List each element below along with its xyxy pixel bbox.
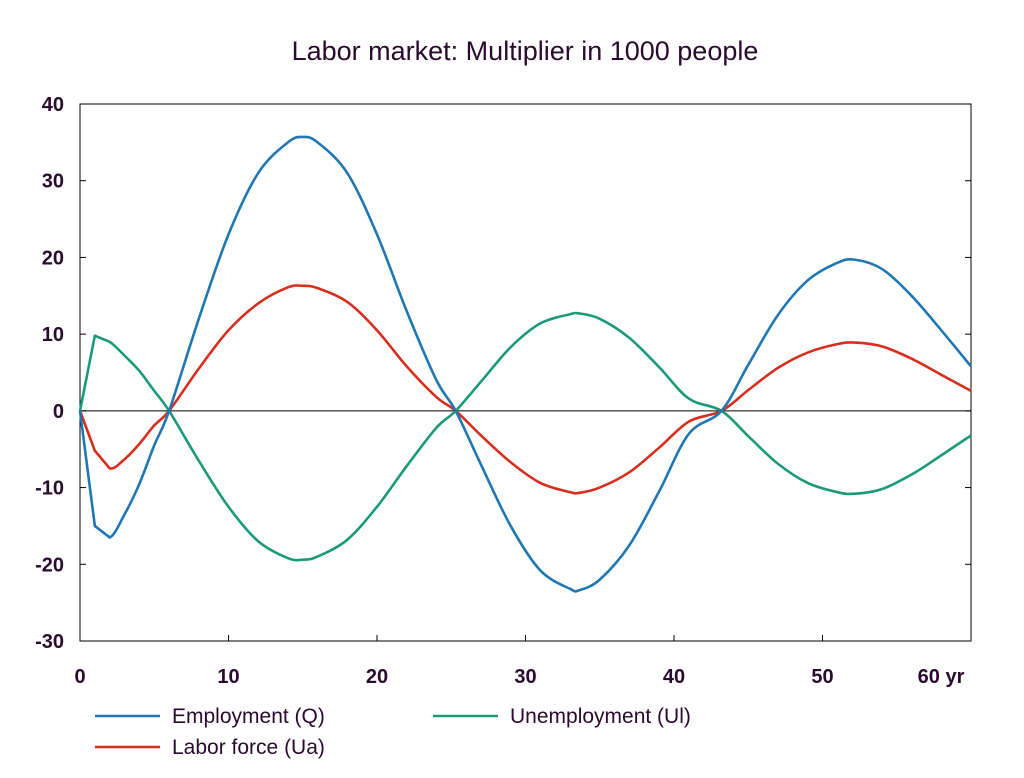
y-tick-label: 20: [42, 247, 64, 269]
y-tick-label: 0: [53, 401, 64, 423]
x-tick-label: 10: [217, 666, 239, 688]
legend-label-employment-q: Employment (Q): [172, 705, 325, 728]
x-tick-label: 30: [514, 666, 536, 688]
y-axis: 40 30 20 10 0 -10 -20 -30: [35, 94, 971, 653]
x-tick-label: 20: [366, 666, 388, 688]
series-line-employment-q: [78, 135, 973, 593]
y-tick-label: 30: [42, 171, 64, 193]
series-line-labor-force-ua: [78, 284, 972, 495]
x-tick-label: 40: [663, 666, 685, 688]
chart-title: Labor market: Multiplier in 1000 people: [292, 36, 759, 66]
legend-label-labor-force-ua: Labor force (Ua): [172, 736, 325, 759]
x-tick-label: 60 yr: [918, 666, 965, 688]
series-lines: [78, 135, 973, 593]
y-tick-label: 10: [42, 324, 64, 346]
y-tick-label: -30: [35, 631, 64, 653]
plot-border: [79, 103, 972, 642]
x-tick-label: 50: [811, 666, 833, 688]
y-tick-label: -10: [35, 478, 64, 500]
y-tick-label: 40: [42, 94, 64, 116]
legend-label-unemployment-ul: Unemployment (Ul): [510, 705, 691, 728]
plot-frame: [79, 103, 972, 642]
legend: Employment (Q) Unemployment (Ul) Labor for…: [95, 705, 691, 759]
y-tick-label: -20: [35, 554, 64, 576]
x-axis: 0 10 20 30 40 50 60 yr: [74, 635, 972, 688]
x-tick-label: 0: [74, 666, 85, 688]
